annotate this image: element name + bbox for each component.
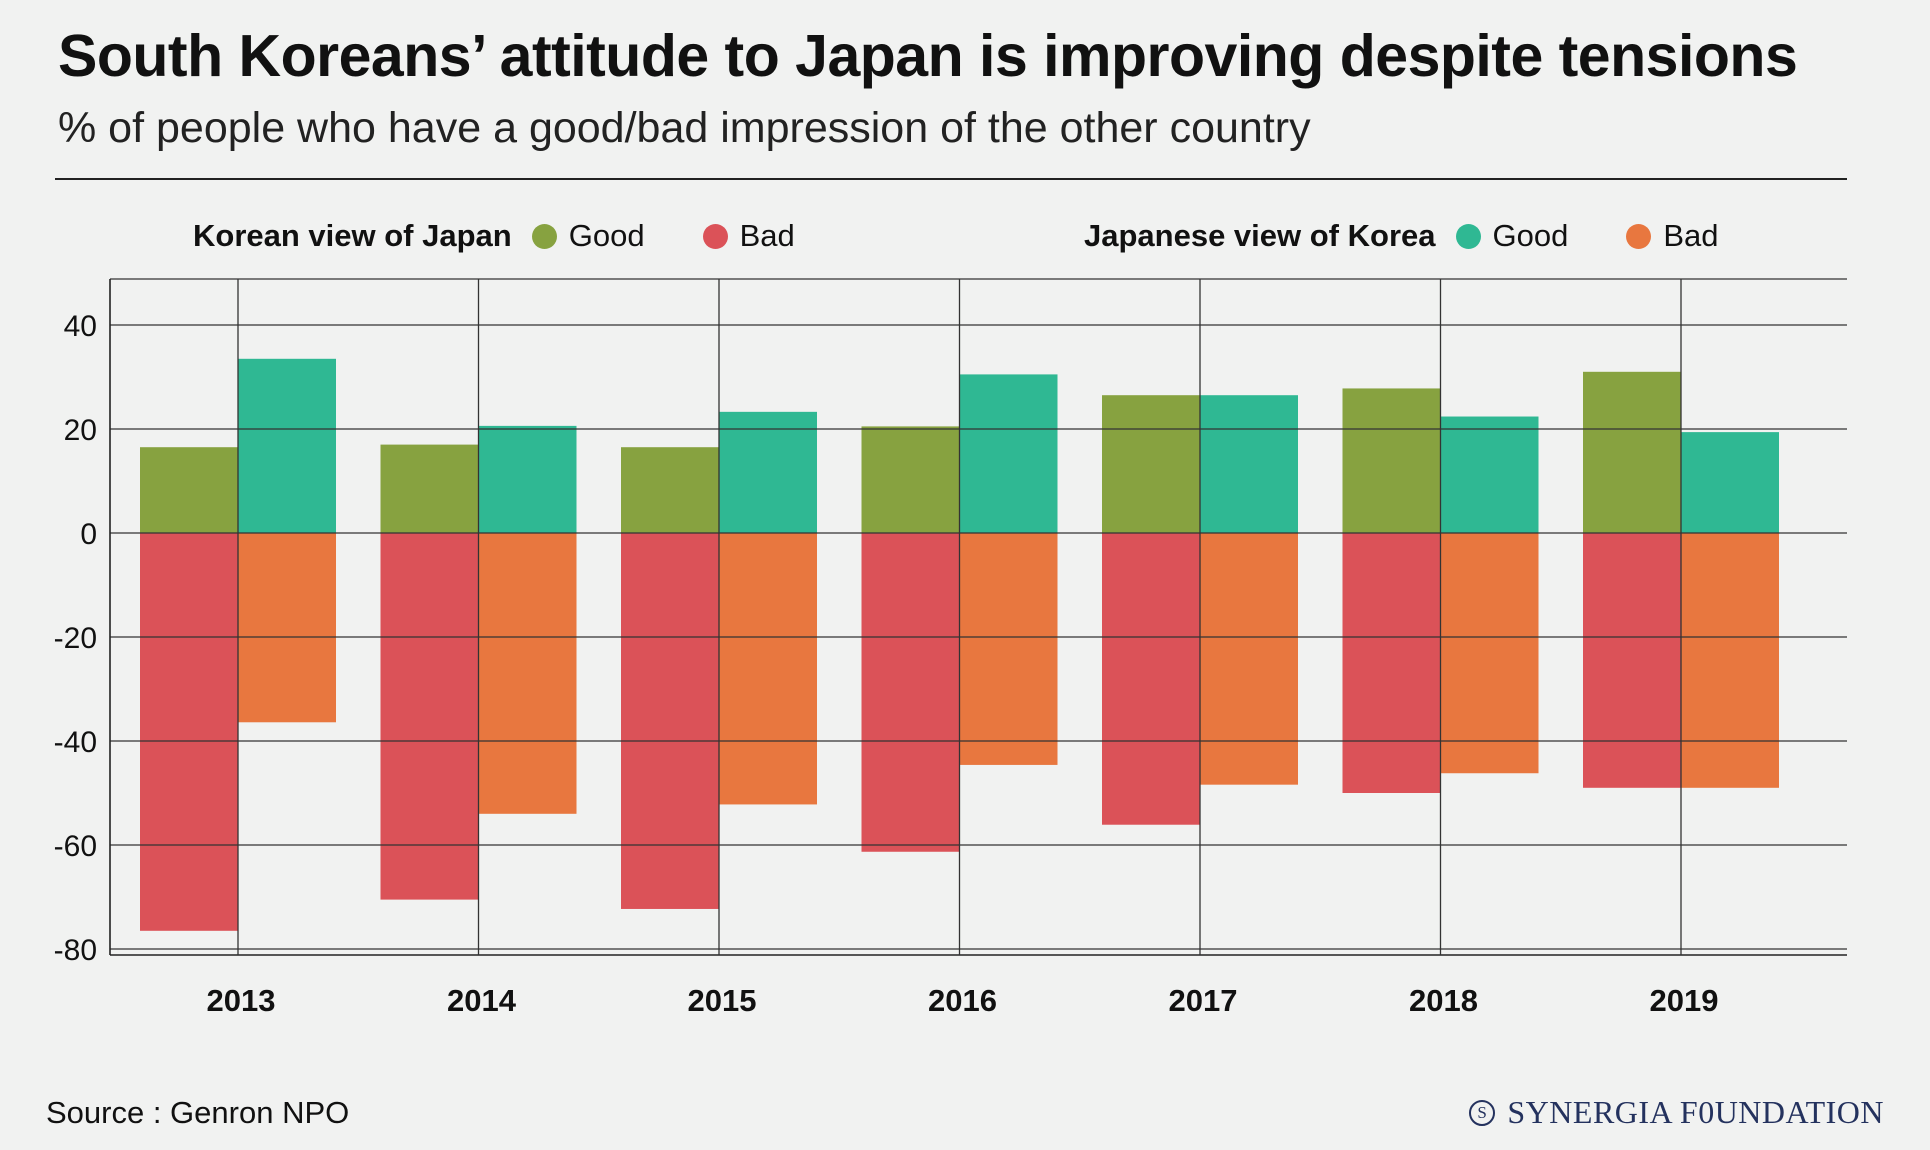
bar-korean-bad-2018 xyxy=(1342,533,1441,793)
legend-korean-view: Korean view of Japan Good Bad xyxy=(193,212,795,260)
bar-korean-bad-2014 xyxy=(380,533,479,900)
bar-japanese-good-2015 xyxy=(719,411,817,533)
bar-japanese-bad-2013 xyxy=(238,533,336,723)
bar-korean-good-2013 xyxy=(140,447,238,533)
y-tick-label: -40 xyxy=(54,726,97,759)
legend-korean-bad: Bad xyxy=(702,218,795,254)
legend-korean-good-text: Good xyxy=(568,218,645,253)
bar-japanese-bad-2019 xyxy=(1681,533,1779,788)
y-tick-label: -80 xyxy=(54,934,97,967)
bar-korean-bad-2017 xyxy=(1102,533,1200,825)
source-note: Source : Genron NPO xyxy=(46,1095,350,1130)
legend-japanese-bad-dot xyxy=(1626,223,1652,249)
bar-japanese-good-2016 xyxy=(959,374,1058,533)
legend-korean-good: Good xyxy=(531,218,645,254)
title-divider xyxy=(55,178,1847,180)
bar-japanese-good-2019 xyxy=(1681,432,1779,533)
bar-korean-good-2014 xyxy=(380,444,479,533)
x-tick-label: 2019 xyxy=(1650,983,1719,1018)
x-tick-label: 2015 xyxy=(688,983,757,1018)
y-tick-label: 40 xyxy=(64,310,97,343)
x-tick-label: 2013 xyxy=(207,983,276,1018)
legend-japanese-label: Japanese view of Korea xyxy=(1084,218,1436,253)
bar-japanese-good-2017 xyxy=(1200,395,1298,533)
x-tick-label: 2018 xyxy=(1409,983,1478,1018)
brand-logo-icon: S xyxy=(1469,1099,1496,1126)
bar-korean-good-2015 xyxy=(621,447,719,533)
bar-korean-bad-2016 xyxy=(861,533,960,852)
y-tick-label: 0 xyxy=(80,518,97,551)
bar-korean-good-2019 xyxy=(1583,371,1681,533)
y-tick-label: -20 xyxy=(54,622,97,655)
bar-korean-bad-2015 xyxy=(621,533,719,909)
bar-japanese-bad-2017 xyxy=(1200,533,1298,785)
legend-korean-bad-dot xyxy=(702,223,728,249)
y-tick-label: 20 xyxy=(64,414,97,447)
bar-japanese-good-2018 xyxy=(1440,416,1539,533)
y-tick-label: -60 xyxy=(54,830,97,863)
legend-japanese-bad-text: Bad xyxy=(1663,218,1719,253)
bar-japanese-bad-2015 xyxy=(719,533,817,805)
bar-korean-good-2016 xyxy=(861,426,960,533)
x-tick-label: 2014 xyxy=(447,983,517,1018)
legend-korean-good-dot xyxy=(531,223,557,249)
bar-korean-good-2017 xyxy=(1102,395,1200,533)
bar-japanese-bad-2018 xyxy=(1440,533,1539,774)
brand-name: SYNERGIA F0UNDATION xyxy=(1507,1094,1884,1130)
x-tick-label: 2016 xyxy=(928,983,997,1018)
legend-korean-label: Korean view of Japan xyxy=(193,218,512,253)
bar-japanese-good-2014 xyxy=(478,425,577,533)
chart-title: South Koreans’ attitude to Japan is impr… xyxy=(58,23,1798,89)
bar-korean-good-2018 xyxy=(1342,388,1441,533)
legend-japanese-bad: Bad xyxy=(1626,218,1719,254)
legend-japanese-good-dot xyxy=(1455,223,1481,249)
x-tick-label: 2017 xyxy=(1169,983,1238,1018)
legend-japanese-good: Good xyxy=(1455,218,1569,254)
bar-japanese-good-2013 xyxy=(238,358,336,533)
bar-japanese-bad-2016 xyxy=(959,533,1058,765)
brand-mark: S SYNERGIA F0UNDATION xyxy=(1469,1094,1884,1131)
chart-subtitle: % of people who have a good/bad impressi… xyxy=(58,104,1311,152)
bar-japanese-bad-2014 xyxy=(478,533,577,814)
bar-korean-bad-2019 xyxy=(1583,533,1681,788)
legend-japanese-good-text: Good xyxy=(1492,218,1569,253)
legend-korean-bad-text: Bad xyxy=(739,218,795,253)
bar-korean-bad-2013 xyxy=(140,533,238,931)
legend-japanese-view: Japanese view of Korea Good Bad xyxy=(1084,212,1719,260)
